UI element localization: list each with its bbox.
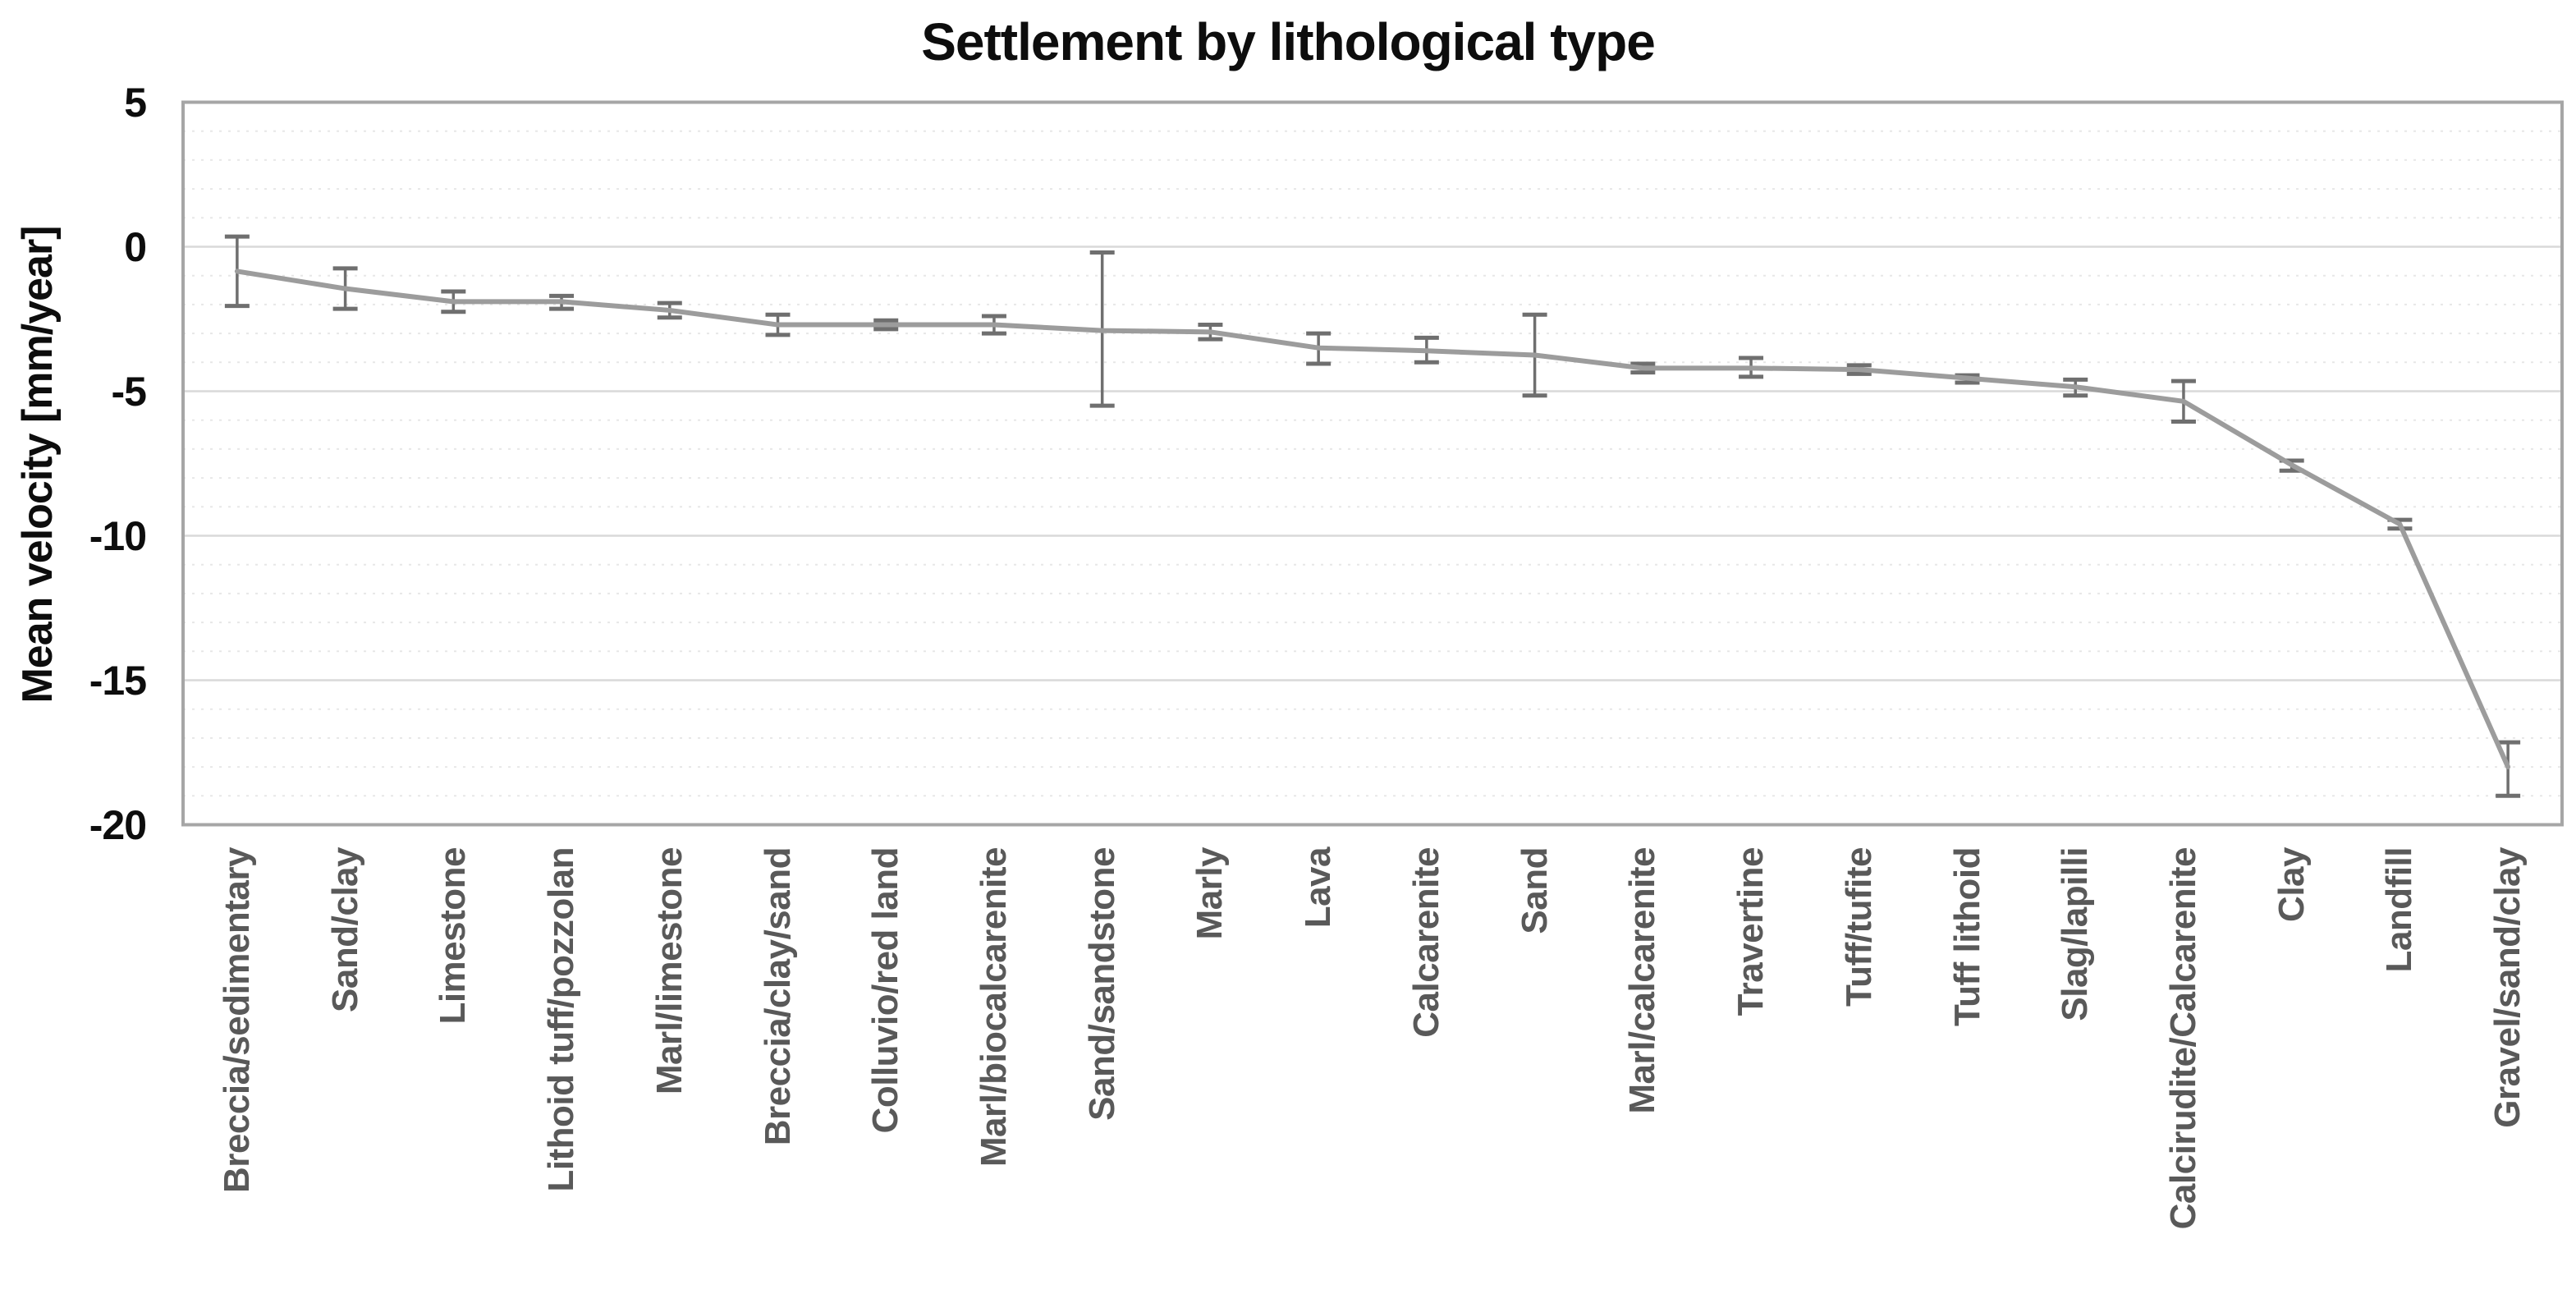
- series-line: [234, 268, 2511, 770]
- x-category-label: Marl/calcarenite: [1622, 847, 1663, 1114]
- y-tick-label: -20: [89, 801, 147, 848]
- x-category-label: Clay: [2271, 847, 2312, 922]
- y-tick-label: -5: [111, 368, 147, 415]
- x-category-label: Landfill: [2379, 847, 2420, 973]
- x-category-label: Lava: [1298, 847, 1339, 929]
- x-category-label: Travertine: [1730, 847, 1772, 1016]
- y-tick-label: 0: [124, 223, 147, 270]
- x-category-label: Tuff lithoid: [1946, 847, 1987, 1026]
- y-tick-label: -10: [89, 512, 147, 559]
- x-category-label: Breccia/clay/sand: [757, 847, 798, 1146]
- y-tick-label: 5: [124, 79, 147, 126]
- x-category-label: Sand/sandstone: [1081, 847, 1122, 1121]
- x-category-label: Gravel/sand/clay: [2487, 847, 2528, 1128]
- x-category-label: Colluvio/red land: [865, 847, 906, 1134]
- x-category-label: Marly: [1189, 847, 1231, 940]
- chart-title: Settlement by lithological type: [921, 12, 1656, 71]
- x-category-label: Limestone: [433, 847, 474, 1025]
- x-category-label: Breccia/sedimentary: [216, 847, 257, 1193]
- y-tick-label: -15: [89, 657, 147, 704]
- x-category-label: Slag/lapilli: [2055, 847, 2096, 1021]
- x-category-label: Calcarenite: [1405, 847, 1446, 1038]
- x-category-label: Calcirudite/Calcarenite: [2162, 847, 2203, 1230]
- x-category-label: Marl/biocalcarenite: [973, 847, 1014, 1168]
- plot-border: [181, 100, 2564, 827]
- x-category-label: Tuff/tufite: [1838, 847, 1879, 1007]
- x-category-label: Marl/limestone: [649, 847, 690, 1095]
- x-category-label: Lithoid tuff/pozzolan: [541, 847, 582, 1192]
- x-category-label: Sand: [1514, 847, 1555, 934]
- x-category-label: Sand/clay: [324, 847, 365, 1012]
